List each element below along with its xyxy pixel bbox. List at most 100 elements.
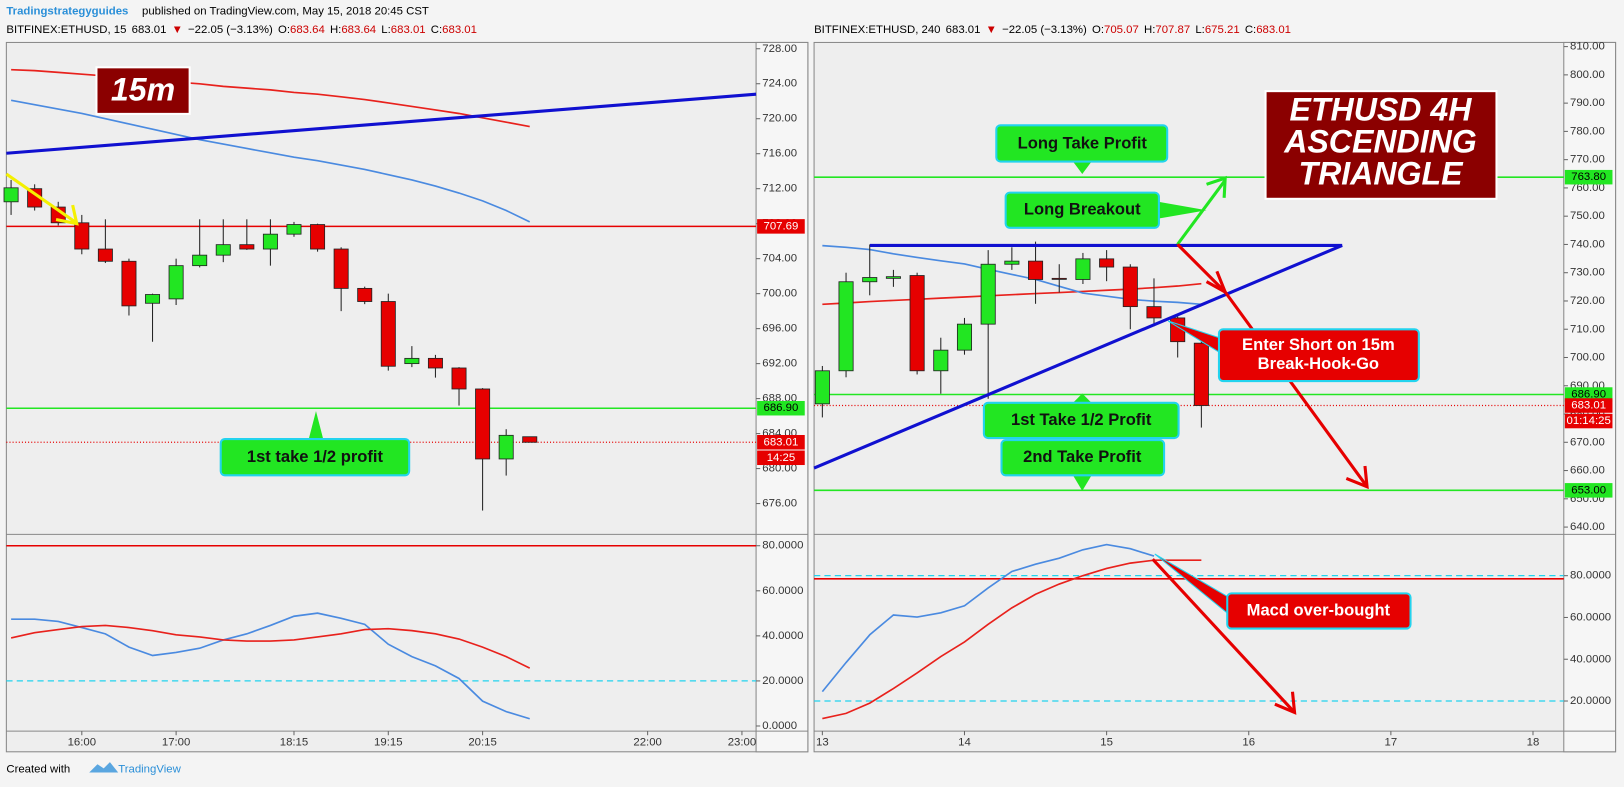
legend-part: ▼: [986, 24, 997, 36]
countdown-box: [1564, 413, 1613, 429]
y-tick-label: 40.0000: [1570, 653, 1611, 665]
y-tick-label: 700.00: [762, 288, 797, 300]
y-tick-label: 20.0000: [762, 675, 803, 687]
y-tick-label: 800.00: [1570, 69, 1605, 81]
level-label: 683.01: [1571, 400, 1606, 412]
y-tick-label: 660.00: [1570, 465, 1605, 477]
y-tick-label: 712.00: [762, 183, 797, 195]
legend-part: 707.87: [1155, 24, 1190, 36]
annotation: Long Breakout: [1024, 200, 1141, 219]
candle-body: [475, 388, 491, 460]
legend-part: 675.21: [1205, 24, 1240, 36]
candle-body: [838, 281, 854, 372]
x-tick-label: 18: [1527, 736, 1540, 748]
indicator-line: [822, 244, 1202, 306]
candle-body: [933, 349, 949, 372]
level-label: 707.69: [764, 220, 799, 232]
y-tick-label: 20.0000: [1570, 695, 1611, 707]
y-tick-label: 704.00: [762, 253, 797, 265]
level-label-box: [1564, 398, 1613, 413]
level-label-box: [757, 434, 805, 450]
countdown: 01:14:25: [1567, 415, 1611, 427]
level-label: 683.01: [764, 436, 799, 448]
legend-part: BITFINEX:ETHUSD, 15: [6, 24, 126, 36]
y-tick-label: 720.00: [762, 113, 797, 125]
callout: [1000, 439, 1166, 477]
x-tick-label: 23:00: [728, 736, 756, 748]
candle-body: [310, 224, 326, 250]
x-tick-label: 14: [958, 736, 971, 748]
legend-part: C:: [1245, 24, 1256, 36]
indicator-line: [821, 543, 1155, 693]
legend-part: BITFINEX:ETHUSD, 240: [814, 24, 940, 36]
indicator-line: [10, 99, 531, 223]
level-label: 686.90: [764, 402, 799, 414]
arrow-head: [55, 204, 79, 226]
legend-part: −22.05 (−3.13%): [1002, 24, 1087, 36]
indicator-line: [822, 559, 1202, 720]
candle-body: [1028, 260, 1044, 280]
x-tick-label: 19:15: [374, 736, 402, 748]
candle-body: [262, 233, 278, 250]
candle-body: [1146, 306, 1162, 319]
annotation: ASCENDING: [1283, 123, 1477, 159]
legend-part: O:: [278, 24, 290, 36]
y-tick-label: 80.0000: [1570, 570, 1611, 582]
indicator-line: [10, 624, 531, 669]
countdown: 14:25: [767, 452, 795, 464]
legend: BITFINEX:ETHUSD, 15 683.01 ▼ −22.05 (−3.13%…: [6, 24, 477, 36]
candle-body: [192, 254, 208, 267]
label-box: [95, 66, 191, 115]
callout: [995, 124, 1169, 163]
level-label-box: [1564, 387, 1613, 402]
pointer: [1072, 475, 1092, 491]
candle-body: [814, 370, 830, 405]
y-tick-label: 750.00: [1570, 210, 1605, 222]
legend-part: C:: [431, 24, 442, 36]
x-tick-label: 16: [1242, 736, 1255, 748]
candle-body: [980, 263, 996, 325]
candle-body: [909, 275, 925, 372]
candle-body: [885, 276, 901, 279]
y-tick-label: 676.00: [762, 498, 797, 510]
y-tick-label: 810.00: [1570, 41, 1605, 53]
pointer: [1072, 161, 1092, 174]
legend-part: L:: [1195, 24, 1205, 36]
annotation: Macd over-bought: [1247, 600, 1391, 619]
callout: [1004, 191, 1160, 229]
legend-part: −22.05 (−3.13%): [188, 24, 273, 36]
annotation: Long Take Profit: [1018, 133, 1148, 152]
y-tick-label: 692.00: [762, 358, 797, 370]
y-tick-label: 80.0000: [762, 540, 803, 552]
y-tick-label: 770.00: [1570, 154, 1605, 166]
footer-brand[interactable]: TradingView: [118, 763, 181, 775]
candle-body: [451, 367, 467, 390]
level-label-box: [757, 219, 805, 234]
annotation: 1st take 1/2 profit: [247, 447, 384, 466]
y-tick-label: 710.00: [1570, 323, 1605, 335]
x-tick-label: 17: [1385, 736, 1398, 748]
left-panel: [5, 41, 809, 753]
annotation: 1st Take 1/2 Profit: [1011, 410, 1152, 429]
pointer: [1158, 201, 1207, 219]
annotation: 2nd Take Profit: [1023, 447, 1142, 466]
y-tick-label: 696.00: [762, 323, 797, 335]
arrow: [5, 172, 76, 223]
level-label-box: [1564, 483, 1613, 498]
y-tick-label: 60.0000: [762, 585, 803, 597]
annotation: Break-Hook-Go: [1258, 354, 1379, 373]
author[interactable]: Tradingstrategyguides: [6, 5, 128, 17]
annotation: TRIANGLE: [1298, 156, 1464, 192]
callout: [219, 438, 411, 477]
y-tick-label: 760.00: [1570, 182, 1605, 194]
countdown-box: [757, 450, 805, 466]
logo: [89, 762, 119, 773]
y-tick-label: 730.00: [1570, 267, 1605, 279]
legend-part: H:: [330, 24, 341, 36]
trendline: [6, 92, 757, 155]
x-tick-label: 15: [1100, 736, 1113, 748]
publish-info: published on TradingView.com, May 15, 20…: [142, 5, 429, 17]
arrow: [1151, 558, 1296, 714]
legend-part: 683.64: [341, 24, 376, 36]
